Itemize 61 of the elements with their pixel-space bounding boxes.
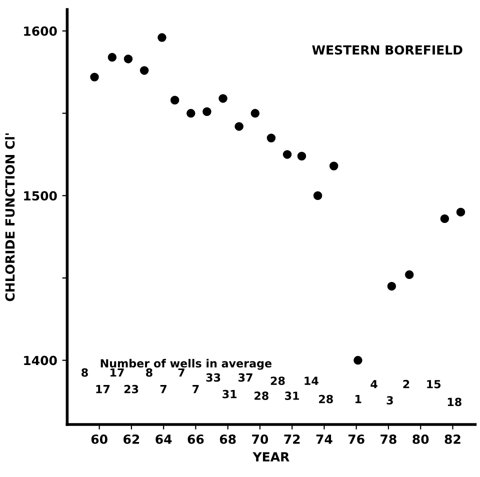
point <box>387 282 396 291</box>
annotation: 4 <box>370 380 378 388</box>
annotation: 28 <box>254 392 268 400</box>
x-tick-label: 82 <box>444 434 460 444</box>
annotation: 17 <box>96 385 110 394</box>
annotation: 8 <box>82 368 88 377</box>
annotation: 17 <box>110 368 124 377</box>
annotation: 28 <box>319 394 333 404</box>
point <box>186 108 196 118</box>
x-tick-label: 66 <box>188 434 204 444</box>
annotation: 31 <box>222 390 237 398</box>
annotation: 8 <box>146 368 152 377</box>
x-tick-label: 80 <box>412 434 429 444</box>
annotation: 23 <box>124 384 138 394</box>
point <box>282 150 292 159</box>
annotation: 7 <box>192 385 199 394</box>
point <box>108 52 117 62</box>
point <box>234 122 244 131</box>
y-tick-label: 1500 <box>24 191 57 201</box>
x-tick-label: 70 <box>252 434 268 444</box>
annotation: 18 <box>448 398 462 406</box>
x-tick-label: 78 <box>380 434 396 444</box>
annotation: 37 <box>238 373 252 382</box>
point <box>456 208 466 216</box>
x-tick-label: 60 <box>91 434 108 444</box>
point <box>124 54 133 64</box>
point <box>297 152 306 160</box>
annotation: 28 <box>270 376 285 386</box>
x-tick-label: 64 <box>156 434 172 444</box>
x-axis-title: YEAR <box>252 452 290 462</box>
annotation: 31 <box>285 392 299 400</box>
point <box>354 356 362 365</box>
y-tick-label: 1600 <box>24 26 57 36</box>
point <box>140 66 149 75</box>
x-tick-label: 68 <box>220 434 236 444</box>
annotation: 33 <box>206 373 220 382</box>
y-axis-title: CHLORIDE FUNCTION Cl' <box>5 133 15 302</box>
annotation: 15 <box>427 380 441 388</box>
annotation: 7 <box>178 368 184 377</box>
text: WESTERN BOREFIELD <box>312 45 462 55</box>
x-tick-label: 62 <box>124 434 140 444</box>
point <box>440 214 450 224</box>
x-tick-label: 76 <box>348 434 364 444</box>
point <box>158 33 166 42</box>
point <box>250 108 260 118</box>
point <box>404 270 414 280</box>
x-tick-label: 72 <box>284 434 300 444</box>
annotation: 14 <box>304 376 318 385</box>
point <box>218 94 228 103</box>
point <box>90 72 99 82</box>
point <box>202 107 212 116</box>
y-tick-label: 1400 <box>24 356 57 366</box>
annotation: 1 <box>355 395 362 404</box>
point <box>313 191 322 200</box>
annotation: 2 <box>403 380 410 388</box>
annotation: 7 <box>160 385 166 394</box>
point <box>170 96 180 104</box>
annotation: 3 <box>386 396 393 405</box>
point <box>329 162 338 170</box>
point <box>266 134 276 142</box>
x-tick-label: 74 <box>316 434 332 444</box>
